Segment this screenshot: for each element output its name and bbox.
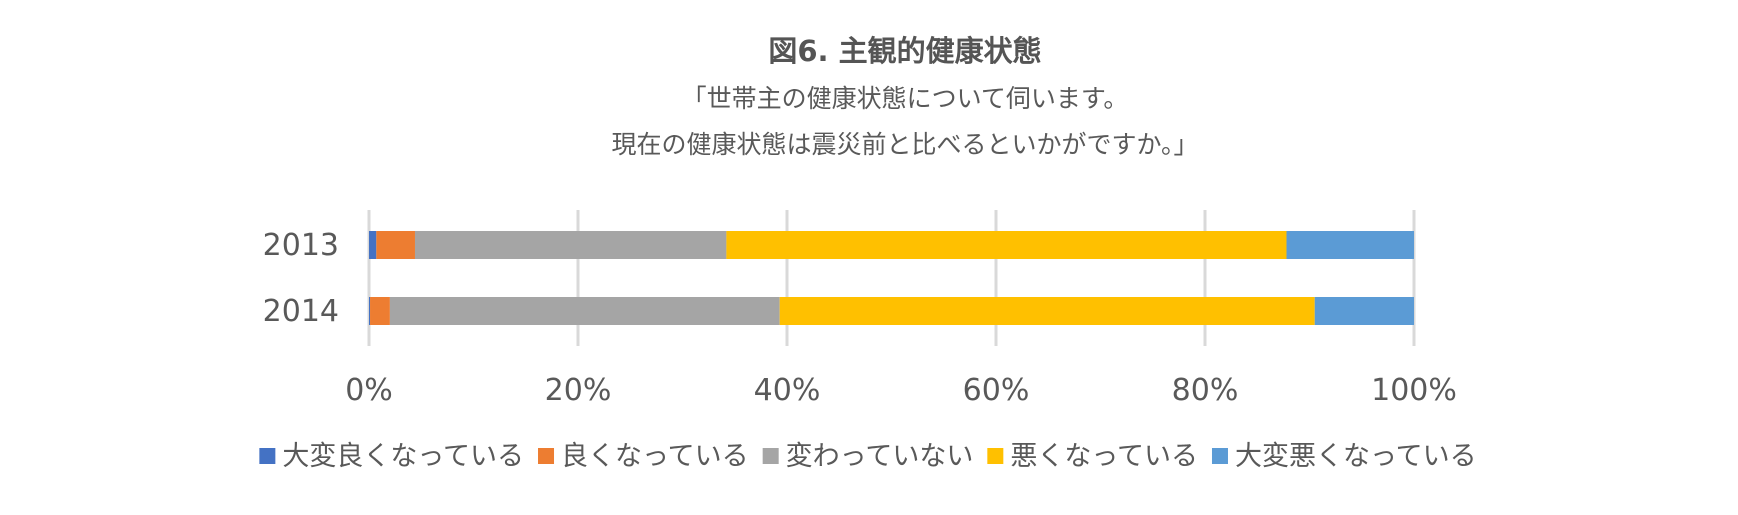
gridlines [367,210,1416,346]
legend: 大変良くなっている 良くなっている 変わっていない 悪くなっている 大変悪くなっている [259,441,1477,472]
bars [369,231,1414,325]
bar-2014-series-1 [370,297,390,325]
bar-2013-series-4 [1286,231,1414,259]
legend-label: 大変悪くなっている [1235,441,1477,472]
x-tick-label: 100% [1371,373,1457,408]
chart-subtitle-line-2: 現在の健康状態は震災前と比べるといかがですか。」 [611,130,1198,159]
bar-2014-series-4 [1314,297,1414,325]
bar-2014-series-0 [369,297,371,325]
chart-subtitle-line-1: 「世帯主の健康状態について伺います。 [682,84,1129,113]
legend-label: 大変良くなっている [282,441,524,472]
category-label: 2014 [263,294,339,329]
x-tick-label: 80% [1172,373,1239,408]
bar-2014-series-2 [389,297,780,325]
chart-title: 図6. 主観的健康状態 [768,34,1041,68]
legend-swatch [259,448,276,464]
legend-swatch [762,448,779,464]
x-tick-label: 60% [963,373,1030,408]
category-labels: 2013 2014 [263,228,339,329]
legend-swatch [1211,448,1228,464]
legend-label: 変わっていない [786,441,974,472]
legend-label: 良くなっている [561,441,749,472]
x-tick-label: 0% [345,373,393,408]
bar-2013-series-3 [726,231,1287,259]
legend-label: 悪くなっている [1010,441,1198,472]
legend-swatch [987,448,1004,464]
bar-2014-series-3 [779,297,1315,325]
x-tick-label: 20% [545,373,612,408]
legend-swatch [538,448,555,464]
category-label: 2013 [263,228,339,263]
bar-2013-series-1 [376,231,415,259]
bar-2013-series-0 [369,231,377,259]
x-axis-tick-labels: 0% 20% 40% 60% 80% 100% [345,373,1457,408]
x-tick-label: 40% [754,373,821,408]
bar-2013-series-2 [414,231,727,259]
